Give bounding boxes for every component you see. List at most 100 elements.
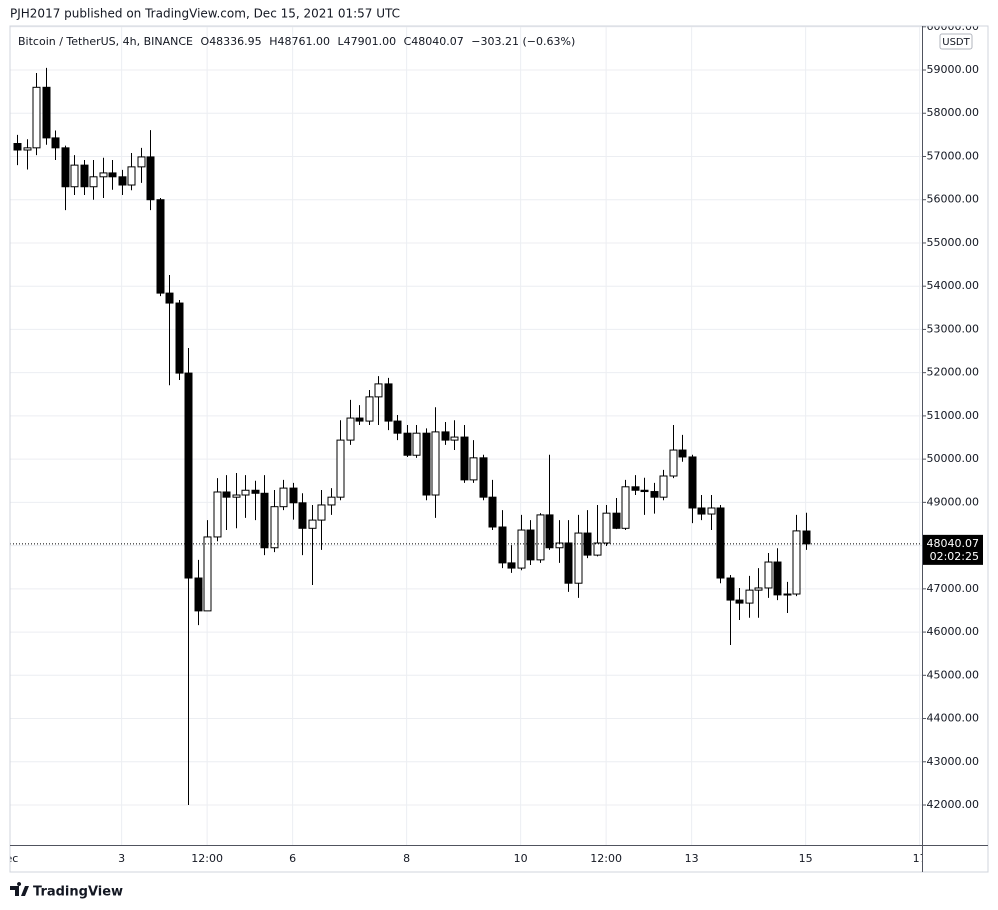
candle-body <box>422 432 431 496</box>
candle-body <box>403 432 412 456</box>
candle-body <box>745 589 754 604</box>
candle-body <box>70 164 79 188</box>
brand: TradingView <box>33 885 123 900</box>
frame <box>9 25 989 873</box>
candle-body <box>773 561 782 596</box>
candle-body <box>688 456 697 509</box>
y-tick-label: 43000.00 <box>927 755 980 768</box>
candle-body <box>659 475 668 498</box>
currency: USDT <box>942 37 970 48</box>
candle-body <box>697 507 706 515</box>
x-tick-label: 13 <box>685 852 699 865</box>
symbol: Bitcoin / TetherUS, 4h, BINANCE <box>18 35 193 48</box>
x-tick-label: Dec <box>0 852 18 865</box>
candle-body <box>783 593 792 596</box>
candle-body <box>650 491 659 498</box>
candle-body <box>203 536 212 612</box>
candle-body <box>545 514 554 549</box>
y-tick-label: 60000.00 <box>927 20 980 33</box>
x-tick-label: 6 <box>289 852 296 865</box>
candle-body <box>669 449 678 477</box>
candle-body <box>99 172 108 178</box>
candle-body <box>716 507 725 579</box>
candle-body <box>469 457 478 481</box>
candle-body <box>526 529 535 561</box>
legend-value: 48040.07 <box>411 35 464 48</box>
candle-body <box>365 396 374 422</box>
candle-body <box>80 164 89 188</box>
legend-label: C <box>404 35 412 48</box>
candle-body <box>735 599 744 604</box>
candle-body <box>678 449 687 458</box>
candle-body <box>327 496 336 506</box>
change: −303.21 (−0.63%) <box>471 35 575 48</box>
y-tick-label: 42000.00 <box>927 798 980 811</box>
candle-body <box>270 506 279 549</box>
candle-body <box>612 512 621 529</box>
candle-body <box>289 487 298 504</box>
candle-body <box>640 489 649 493</box>
logo-mark <box>10 882 29 896</box>
candle-body <box>251 489 260 494</box>
candle-body <box>460 436 469 481</box>
candle-body <box>232 494 241 498</box>
y-tick-label: 54000.00 <box>927 279 980 292</box>
countdown: 02:02:25 <box>930 550 979 563</box>
candle-body <box>108 172 117 178</box>
legend-label: L <box>337 35 344 48</box>
y-tick-label: 50000.00 <box>927 452 980 465</box>
candle-body <box>488 496 497 528</box>
currency-box <box>939 33 973 50</box>
candle-body <box>355 417 364 422</box>
y-tick-label: 55000.00 <box>927 236 980 249</box>
legend-value: 48336.95 <box>209 35 262 48</box>
x-tick-label: 12:00 <box>191 852 223 865</box>
candle-body <box>631 486 640 491</box>
candle-body <box>707 507 716 515</box>
y-tick-label: 57000.00 <box>927 149 980 162</box>
legend-label: O <box>201 35 210 48</box>
y-tick-label: 46000.00 <box>927 625 980 638</box>
candle-body <box>42 86 51 139</box>
price-label-box <box>923 534 983 565</box>
candle-body <box>222 491 231 498</box>
y-tick-label: 51000.00 <box>927 409 980 422</box>
candle-body <box>137 156 146 168</box>
candle-body <box>754 587 763 591</box>
candle-body <box>346 417 355 441</box>
candle-body <box>764 561 773 589</box>
candle-body <box>279 487 288 508</box>
candle-body <box>51 137 60 149</box>
candle-body <box>156 199 165 294</box>
candle-body <box>127 166 136 186</box>
y-tick-label: 49000.00 <box>927 495 980 508</box>
x-tick-label: 10 <box>514 852 528 865</box>
candle-body <box>479 457 488 498</box>
y-tick-label: 52000.00 <box>927 366 980 379</box>
legend-value: 47901.00 <box>344 35 397 48</box>
x-tick-label: 8 <box>403 852 410 865</box>
legend-value: 48761.00 <box>277 35 330 48</box>
candle-body <box>260 492 269 549</box>
y-tick-label: 53000.00 <box>927 322 980 335</box>
candle-body <box>450 436 459 441</box>
y-tick-label: 59000.00 <box>927 63 980 76</box>
candle-body <box>146 156 155 201</box>
candle-body <box>32 86 41 149</box>
y-tick-label: 47000.00 <box>927 582 980 595</box>
candle-body <box>621 486 630 529</box>
candle-body <box>165 292 174 304</box>
candle-body <box>298 502 307 529</box>
candle-body <box>89 176 98 188</box>
y-tick-label: 56000.00 <box>927 193 980 206</box>
x-tick-label: 15 <box>799 852 813 865</box>
candle-body <box>184 372 193 579</box>
candle-body <box>194 577 203 612</box>
legend-label: H <box>269 35 277 48</box>
candle-body <box>23 147 32 151</box>
candle-body <box>384 383 393 422</box>
candle-body <box>13 143 22 151</box>
candle-body <box>241 489 250 496</box>
candle-body <box>498 526 507 564</box>
